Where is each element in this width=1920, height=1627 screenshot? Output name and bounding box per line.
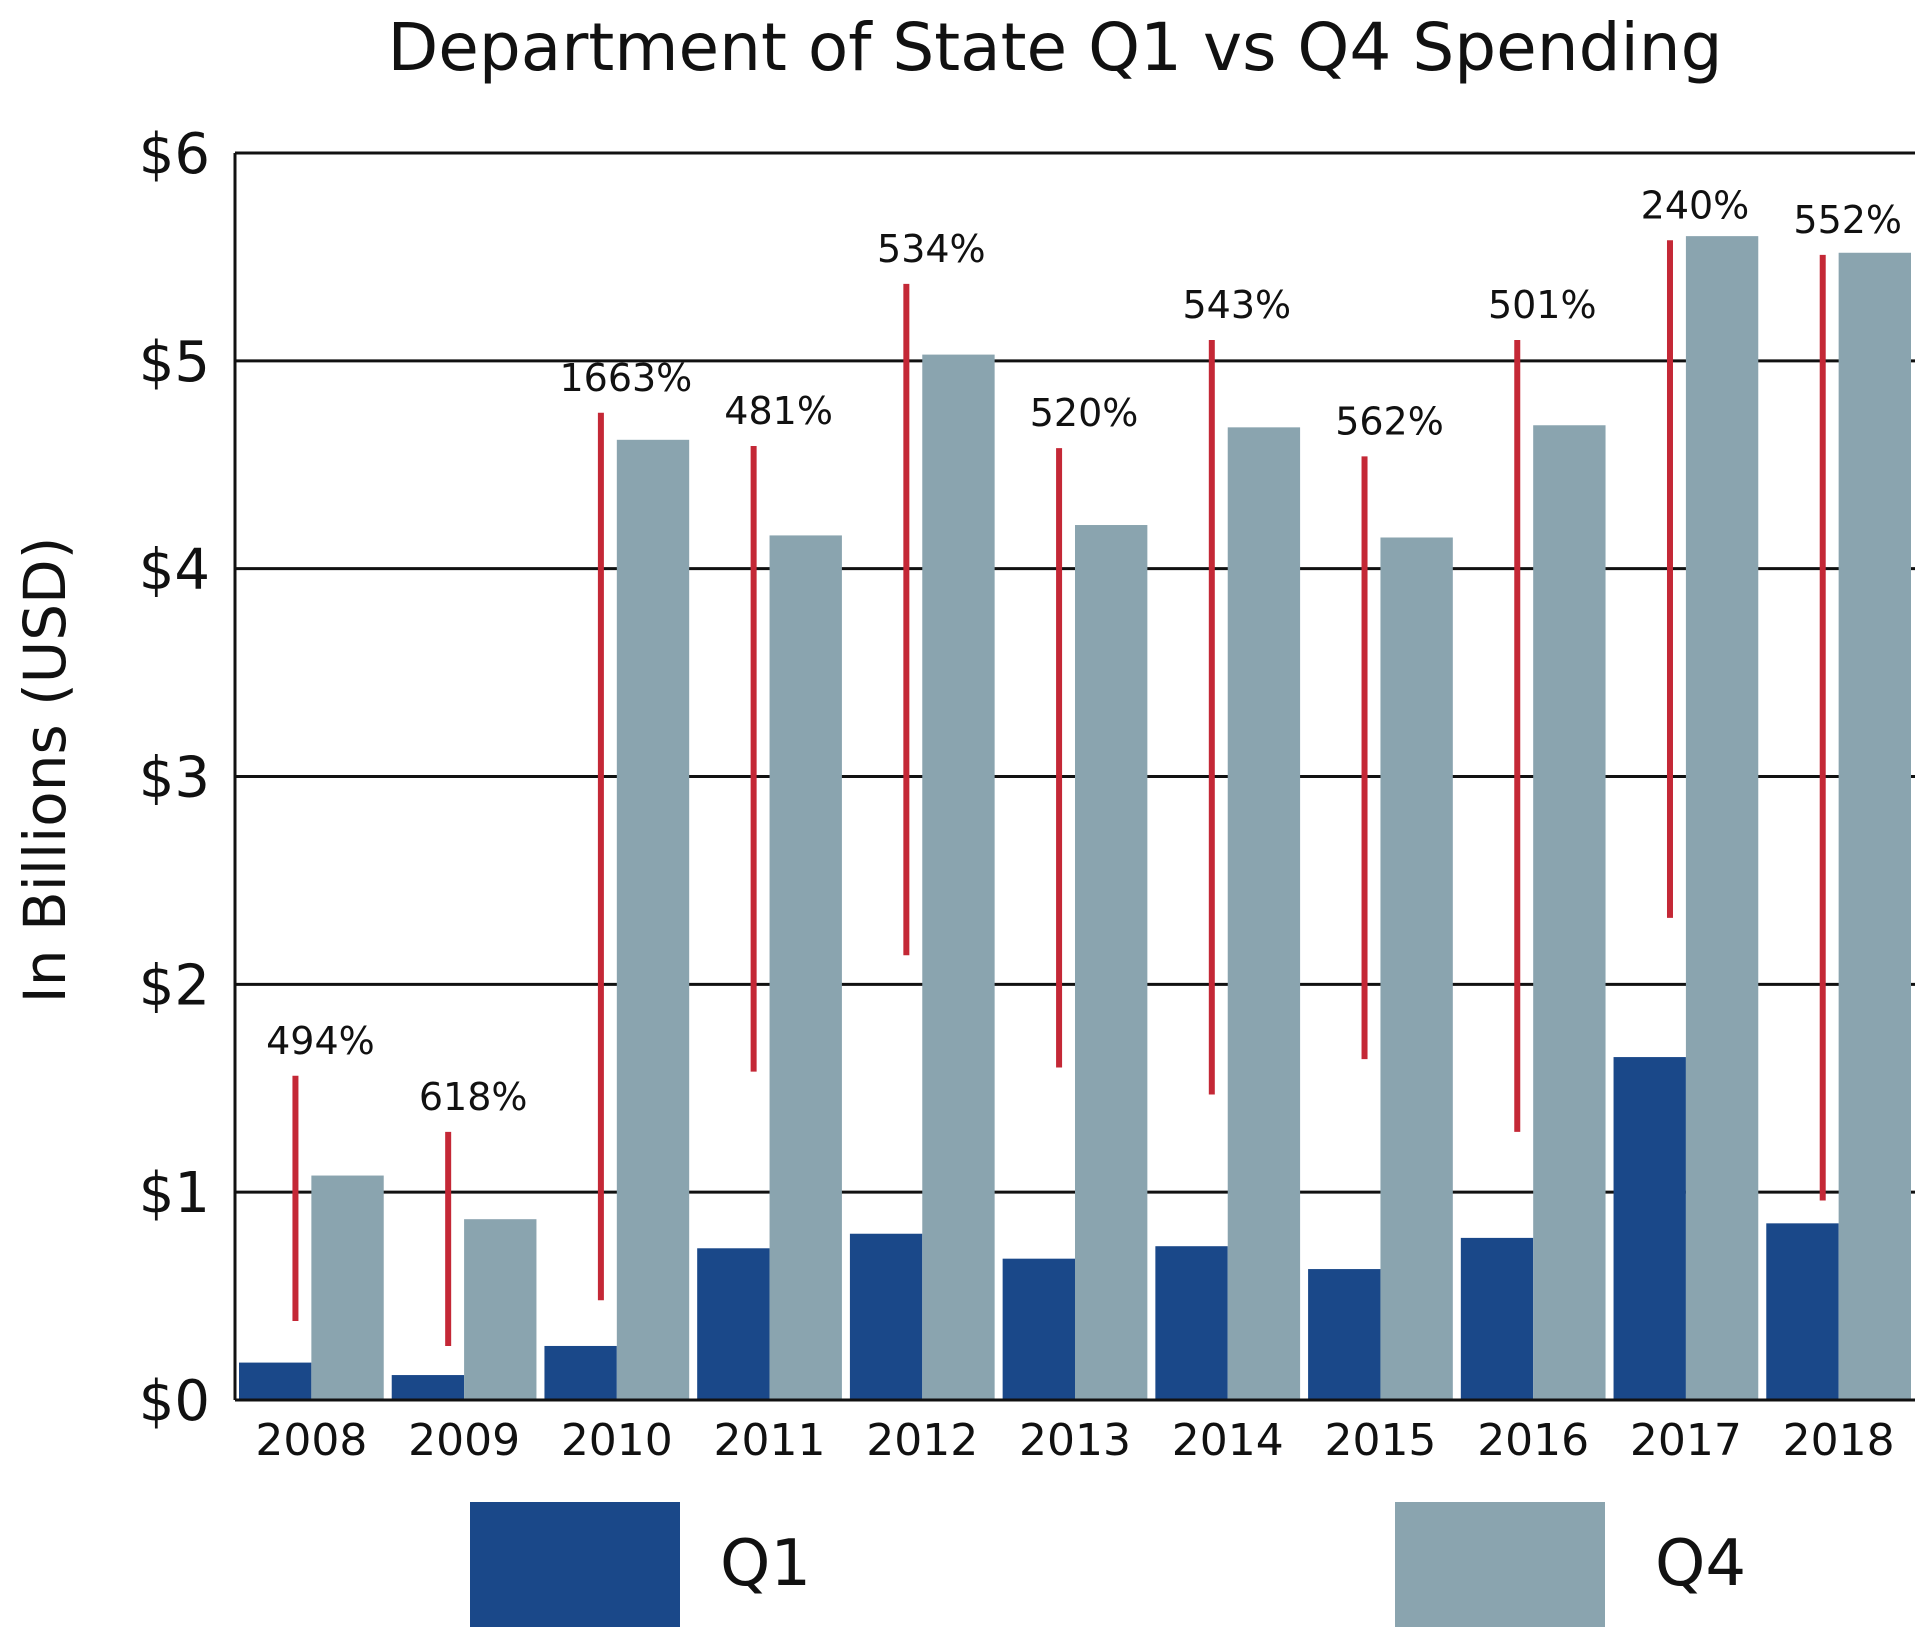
- bar-q1: [1766, 1223, 1839, 1400]
- x-tick-label: 2013: [1019, 1415, 1131, 1466]
- y-axis-label: In Billions (USD): [11, 537, 79, 1004]
- bar-q4: [1838, 252, 1911, 1400]
- legend-swatch-q4: [1395, 1502, 1605, 1627]
- bar-q1: [1308, 1269, 1381, 1400]
- y-tick-label: $3: [139, 746, 210, 811]
- x-tick-label: 2008: [255, 1415, 367, 1466]
- chart-title: Department of State Q1 vs Q4 Spending: [387, 9, 1722, 86]
- pct-change-label: 543%: [1182, 283, 1291, 327]
- bar-q4: [922, 354, 995, 1400]
- bar-q1: [239, 1362, 312, 1400]
- axes: $0 $1 $2 $3 $4 $5 $6 2008 2009 2010 2011 2012 2013 20…: [139, 122, 1915, 1466]
- x-tick-label: 2011: [714, 1415, 826, 1466]
- y-tick-label: $1: [139, 1161, 210, 1226]
- x-tick-label: 2015: [1324, 1415, 1436, 1466]
- bar-q1: [849, 1233, 923, 1400]
- y-tick-label: $6: [139, 122, 210, 187]
- legend: Q1 Q4: [470, 1502, 1746, 1627]
- bars: [239, 236, 1911, 1401]
- bar-q1: [391, 1375, 465, 1400]
- bar-q4: [1533, 425, 1606, 1400]
- x-tick-label: 2018: [1783, 1415, 1895, 1466]
- y-tick-label: $4: [139, 538, 210, 603]
- bar-q4: [769, 535, 842, 1400]
- bar-q4: [1380, 537, 1453, 1400]
- x-tick-label: 2016: [1477, 1415, 1589, 1466]
- bar-q1: [697, 1248, 770, 1400]
- pct-change-label: 494%: [266, 1019, 375, 1063]
- pct-change-label: 552%: [1793, 198, 1902, 242]
- x-tick-label: 2010: [561, 1415, 673, 1466]
- legend-swatch-q1: [470, 1502, 680, 1627]
- pct-change-label: 481%: [724, 389, 833, 433]
- legend-label-q4: Q4: [1655, 1527, 1746, 1601]
- legend-label-q1: Q1: [720, 1527, 811, 1601]
- bar-q4: [464, 1219, 537, 1400]
- bar-q1: [1460, 1237, 1534, 1400]
- x-tick-label: 2009: [408, 1415, 520, 1466]
- x-tick-label: 2017: [1630, 1415, 1742, 1466]
- pct-change-label: 562%: [1335, 399, 1444, 443]
- bar-q1: [1613, 1057, 1686, 1400]
- pct-change-label: 618%: [419, 1075, 528, 1119]
- pct-change-label: 534%: [877, 227, 986, 271]
- y-tick-label: $2: [139, 953, 210, 1018]
- bar-q4: [1685, 236, 1759, 1401]
- bar-q1: [1155, 1246, 1228, 1400]
- pct-change-label: 501%: [1488, 283, 1597, 327]
- pct-change-label: 520%: [1030, 391, 1139, 435]
- bar-q1: [544, 1345, 617, 1400]
- pct-change-label: 240%: [1641, 183, 1750, 227]
- bar-q4: [1075, 525, 1148, 1400]
- bar-q4: [1227, 427, 1301, 1401]
- bar-q1: [1002, 1258, 1075, 1400]
- annotations: 494% 618% 1663% 481% 534% 520% 543% 562% 501% 240…: [266, 183, 1902, 1346]
- y-tick-label: $0: [139, 1369, 210, 1434]
- x-tick-label: 2012: [866, 1415, 978, 1466]
- bar-q4: [616, 439, 690, 1400]
- y-tick-label: $5: [139, 330, 210, 395]
- pct-change-label: 1663%: [559, 356, 692, 400]
- x-tick-label: 2014: [1172, 1415, 1284, 1466]
- bar-q4: [311, 1175, 384, 1400]
